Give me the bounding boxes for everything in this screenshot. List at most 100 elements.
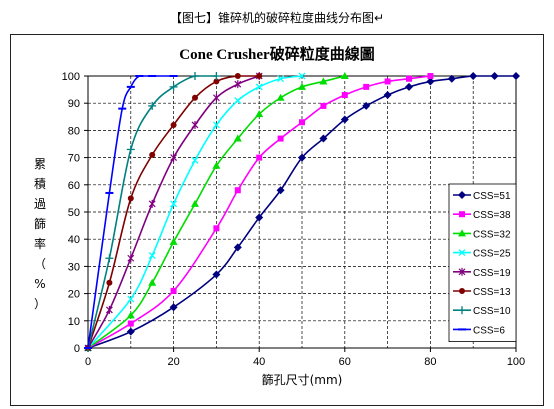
y-tick-label: 0	[74, 343, 80, 355]
legend-label: CSS=32	[473, 229, 511, 240]
data-point	[105, 305, 113, 314]
data-point	[426, 77, 435, 86]
y-axis-title-char: %	[34, 277, 45, 291]
data-point	[234, 80, 242, 89]
data-point	[234, 73, 241, 79]
data-point	[405, 82, 413, 91]
data-point	[170, 287, 177, 294]
cone-crusher-chart: Cone Crusher破碎粒度曲線圖 0 10 20 30 40 50 60 70 80 90 1…	[34, 45, 525, 387]
data-point	[277, 75, 285, 83]
data-point	[127, 195, 134, 202]
series-line	[87, 75, 303, 349]
y-tick-label: 100	[62, 71, 80, 83]
legend-label: CSS=6	[473, 325, 505, 336]
legend-marker	[458, 229, 466, 237]
data-point	[298, 72, 306, 80]
data-point	[213, 78, 220, 85]
data-point	[406, 75, 412, 82]
data-point	[105, 254, 114, 263]
data-point	[148, 101, 157, 110]
legend-entry: CSS=13	[453, 287, 511, 298]
data-point	[276, 186, 285, 195]
data-point	[191, 120, 199, 129]
legend-entry: CSS=6	[453, 325, 505, 336]
data-point	[299, 119, 305, 126]
series-css-38	[85, 73, 434, 351]
series-css-32	[84, 72, 349, 351]
legend-label: CSS=25	[473, 249, 511, 260]
legend-label: CSS=10	[473, 306, 511, 317]
data-point	[512, 72, 520, 80]
legend-entry: CSS=32	[453, 229, 511, 240]
y-axis-title-char: 累	[34, 157, 46, 171]
data-point	[383, 91, 392, 100]
data-point	[319, 134, 328, 143]
data-point	[341, 92, 348, 99]
x-tick-label: 100	[507, 356, 525, 368]
data-point	[212, 121, 220, 129]
data-point	[234, 97, 242, 104]
data-point	[126, 145, 135, 154]
data-point	[170, 153, 178, 162]
x-tick-label: 0	[85, 356, 91, 368]
data-point	[233, 243, 242, 252]
y-tick-label: 40	[68, 234, 80, 246]
legend-marker	[458, 306, 466, 315]
data-point	[192, 94, 198, 101]
legend-marker	[459, 288, 465, 294]
y-axis-title-char: 篩	[34, 216, 46, 231]
series-css-10	[84, 72, 221, 352]
y-axis-title-char: （	[34, 257, 46, 271]
data-point	[256, 73, 263, 79]
legend-label: CSS=38	[473, 210, 511, 221]
y-tick-label: 30	[68, 261, 80, 273]
data-point	[126, 311, 135, 319]
legend: CSS=51 CSS=38 CSS=32 CSS=25 CSS=19 CSS=13 CSS=…	[448, 183, 517, 343]
y-axis-title-char: 過	[34, 197, 46, 211]
figure-caption: 【图七】锥碎机的破碎粒度曲线分布图↵	[169, 11, 385, 25]
y-tick-label: 20	[68, 289, 80, 301]
x-axis-title: 篩孔尺寸(mm)	[262, 372, 343, 387]
data-point	[319, 77, 328, 85]
data-point	[212, 93, 220, 102]
data-point	[126, 327, 135, 336]
data-point	[298, 153, 306, 162]
legend-label: CSS=19	[473, 268, 511, 279]
legend-marker	[458, 191, 466, 199]
data-point	[148, 199, 156, 208]
data-point	[362, 101, 371, 110]
data-point	[340, 72, 349, 79]
legend-entry: CSS=10	[453, 306, 511, 317]
legend-entry: CSS=51	[453, 191, 511, 202]
data-point	[298, 82, 306, 90]
x-tick-label: 80	[424, 356, 436, 368]
legend-marker	[459, 211, 465, 218]
y-tick-label: 80	[68, 125, 80, 137]
data-point	[255, 83, 263, 91]
data-point	[277, 135, 284, 142]
data-point	[469, 72, 478, 80]
y-tick-label: 60	[68, 180, 80, 192]
data-point	[212, 161, 221, 169]
y-tick-label: 10	[68, 316, 80, 328]
data-point	[148, 252, 156, 259]
data-point	[255, 213, 264, 222]
data-point	[169, 82, 178, 91]
series-css-13	[85, 73, 263, 351]
data-point	[212, 72, 221, 80]
data-point	[149, 151, 156, 158]
series-css-6	[84, 75, 178, 349]
x-tick-label: 40	[253, 356, 265, 368]
legend-marker	[458, 249, 466, 257]
data-point	[191, 199, 199, 207]
x-axis-ticks: 0 20 40 60 80 100	[85, 348, 525, 368]
data-point	[276, 93, 285, 101]
data-point	[127, 295, 135, 303]
y-axis-title-char: 率	[34, 236, 46, 251]
data-point	[191, 156, 199, 164]
data-point	[490, 72, 499, 80]
legend-entry: CSS=25	[453, 249, 511, 260]
data-point	[169, 237, 178, 245]
data-point	[256, 154, 263, 161]
